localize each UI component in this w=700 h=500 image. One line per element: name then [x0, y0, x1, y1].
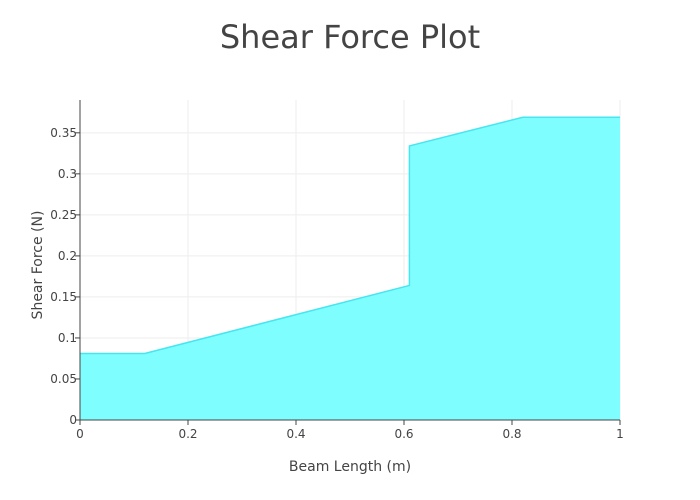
- y-tick-label: 0.3: [58, 167, 77, 181]
- x-tick-label: 0.4: [286, 427, 305, 441]
- y-tick-label: 0.25: [50, 208, 77, 222]
- y-tick-label: 0.1: [58, 331, 77, 345]
- y-tick-label: 0.2: [58, 249, 77, 263]
- x-tick-label: 0.6: [394, 427, 413, 441]
- x-tick-label: 0.8: [502, 427, 521, 441]
- x-tick-label: 1: [616, 427, 624, 441]
- x-axis-title: Beam Length (m): [289, 459, 411, 475]
- x-tick-label: 0: [76, 427, 84, 441]
- area-layer: [80, 116, 620, 420]
- y-tick-label: 0.05: [50, 372, 77, 386]
- y-tick-label: 0.15: [50, 290, 77, 304]
- y-tick-label: 0.35: [50, 126, 77, 140]
- x-tick-label: 0.2: [178, 427, 197, 441]
- shear-line: [80, 116, 620, 355]
- y-tick-label: 0: [69, 413, 77, 427]
- y-axis-title: Shear Force (N): [30, 211, 46, 320]
- shear-area-fill: [80, 117, 620, 420]
- chart-title: Shear Force Plot: [219, 18, 481, 56]
- axis-layer: 0 0.2 0.4 0.6 0.8 1 0 0.05 0.1 0.15 0.2 0.25 0.3 0.35: [50, 100, 624, 441]
